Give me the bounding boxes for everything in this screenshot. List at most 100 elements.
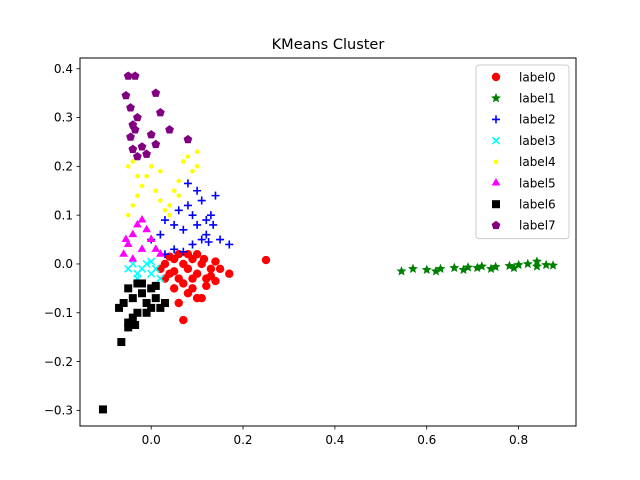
label4-point [194, 149, 200, 155]
label5-point [142, 224, 151, 233]
y-tick-label: 0.0 [54, 257, 73, 271]
label5-point [128, 229, 138, 238]
label6-point [133, 279, 142, 288]
label7-point [128, 120, 138, 129]
label7-point [133, 151, 142, 161]
label6-point [147, 303, 156, 312]
label2-point [211, 191, 220, 200]
label2-point [179, 247, 188, 256]
label5-point [146, 234, 156, 243]
label3-point [142, 259, 151, 269]
legend-item-label2: label2 [492, 113, 556, 127]
label7-point [128, 144, 138, 153]
label0-point [199, 254, 209, 264]
label2-point [183, 201, 192, 210]
label3-point [128, 259, 137, 269]
legend-marker [491, 220, 501, 230]
label4-point [190, 168, 195, 174]
label6-point [151, 294, 160, 303]
label0-point [160, 274, 170, 283]
legend-item-label4: label4 [493, 155, 556, 169]
label2-point [209, 220, 218, 229]
label2-point [202, 216, 211, 225]
label2-point [183, 179, 192, 188]
label0-point [174, 298, 183, 308]
label1-point [408, 263, 418, 274]
x-tick-label: 0.8 [509, 433, 528, 447]
label6-point [115, 303, 124, 312]
label2-point [193, 186, 202, 195]
label7-point [165, 125, 174, 134]
label2-point [202, 230, 211, 239]
label6-point [124, 318, 133, 327]
label0-point [169, 267, 179, 276]
legend-item-label6: label6 [492, 198, 556, 212]
label1-point [486, 263, 496, 274]
label4-point [158, 168, 163, 174]
series-label5 [119, 215, 165, 262]
label1-point [509, 262, 519, 273]
legend-item-label5: label5 [491, 176, 556, 190]
label2-point [156, 230, 165, 239]
legend-label: label7 [519, 219, 556, 233]
label4-point [167, 212, 172, 218]
legend-label: label5 [519, 176, 556, 190]
label1-point [430, 266, 441, 276]
label3-point [147, 257, 156, 266]
label5-point [133, 219, 142, 228]
label3-point [156, 274, 165, 283]
label1-point [532, 256, 542, 266]
series-label4 [125, 149, 200, 218]
label0-point [197, 293, 206, 303]
label0-point [261, 255, 271, 265]
label4-point [125, 212, 131, 218]
label5-point [137, 215, 147, 223]
label7-point [133, 112, 142, 122]
legend-marker [491, 178, 501, 186]
label2-point [204, 238, 213, 246]
chart-title: KMeans Cluster [272, 37, 385, 53]
label7-point [123, 71, 133, 80]
legend-box [475, 64, 570, 240]
y-tick-label: −0.3 [44, 404, 73, 418]
label0-point [179, 315, 188, 325]
label1-point [532, 261, 542, 271]
x-tick-label: 0.2 [233, 433, 252, 447]
label2-point [179, 225, 188, 234]
y-tick-label: 0.1 [54, 208, 73, 222]
label2-point [216, 235, 225, 244]
label0-point [160, 259, 170, 269]
label2-point [197, 235, 206, 244]
label0-point [202, 281, 211, 291]
series-layer [98, 71, 558, 414]
label4-point [130, 159, 136, 164]
label4-point [158, 198, 163, 203]
label6-point [119, 299, 128, 308]
label4-point [162, 207, 168, 213]
y-tick-label: −0.2 [44, 355, 73, 369]
label4-point [194, 164, 200, 169]
legend-label: label3 [519, 134, 556, 148]
label3-point [151, 264, 160, 273]
legend-label: label6 [519, 198, 556, 212]
label2-point [225, 240, 234, 249]
legend-marker [493, 159, 499, 165]
legend-marker [491, 136, 501, 145]
label0-point [183, 289, 193, 298]
label6-point [142, 308, 151, 317]
label2-point [170, 220, 179, 229]
label0-point [225, 269, 234, 278]
label5-point [119, 249, 128, 257]
y-tick-label: 0.2 [54, 160, 73, 174]
legend-marker [492, 200, 500, 209]
label2-point [188, 211, 197, 220]
label0-point [183, 264, 193, 274]
label4-point [135, 173, 140, 179]
legend-label: label1 [519, 92, 556, 106]
label6-point [128, 313, 137, 322]
label0-point [179, 279, 188, 288]
label0-point [192, 250, 202, 259]
legend-item-label3: label3 [491, 134, 556, 148]
label1-point [548, 260, 558, 270]
label6-point [117, 338, 126, 347]
